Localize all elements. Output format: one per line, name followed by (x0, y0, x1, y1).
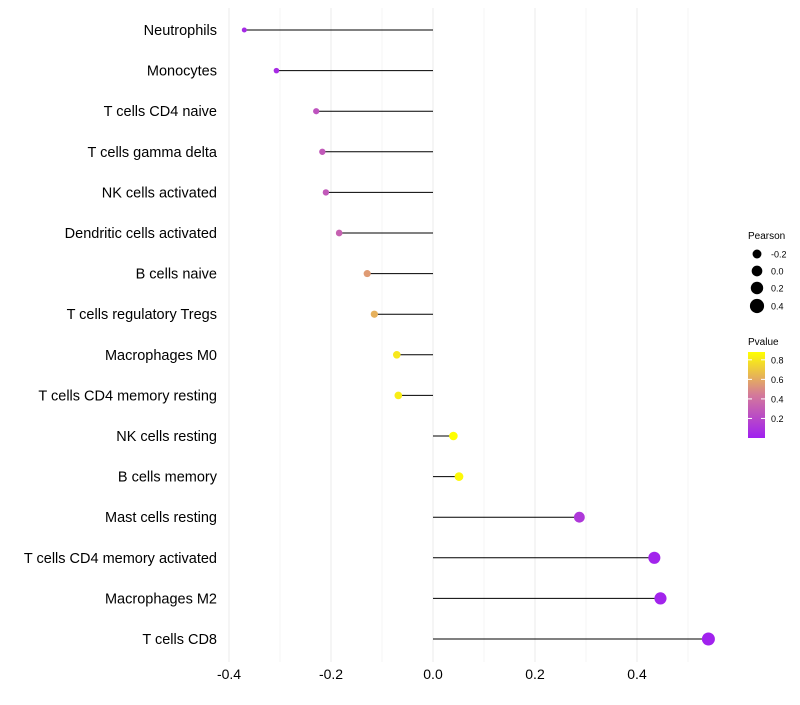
category-label: Dendritic cells activated (65, 226, 217, 242)
lollipop-point (335, 229, 343, 237)
color-legend-label: 0.2 (771, 414, 784, 424)
lollipop-point (392, 350, 401, 359)
size-legend-label: 0.0 (771, 267, 784, 277)
lollipop-point (319, 148, 326, 155)
category-label: Neutrophils (144, 23, 217, 39)
lollipop-point (701, 632, 715, 646)
lollipop-point (370, 310, 378, 318)
lollipop-point (454, 472, 464, 481)
x-tick-label: 0.2 (525, 666, 545, 682)
lollipop-point (394, 391, 403, 400)
stem-layer (244, 29, 709, 640)
x-tick-label: -0.4 (217, 666, 241, 682)
lollipop-point (313, 108, 320, 115)
category-label: NK cells activated (102, 185, 217, 201)
category-label: B cells naive (136, 267, 217, 283)
lollipop-point (273, 67, 280, 74)
category-label: T cells CD8 (142, 632, 217, 648)
x-tick-label: 0.4 (627, 666, 647, 682)
lollipop-point (241, 27, 247, 33)
color-legend-bar (748, 352, 765, 438)
category-label: T cells gamma delta (88, 145, 218, 161)
lollipop-point (363, 270, 371, 278)
size-legend-dot (752, 249, 762, 259)
y-axis-labels: Neutrophils Monocytes T cells CD4 naive T c… (24, 23, 218, 648)
category-label: NK cells resting (116, 429, 217, 445)
category-label: T cells CD4 memory activated (24, 551, 217, 567)
grid-layer (228, 8, 689, 662)
category-label: Mast cells resting (105, 510, 217, 526)
lollipop-point (449, 431, 458, 441)
category-label: T cells CD4 memory resting (38, 388, 217, 404)
category-label: Macrophages M0 (105, 348, 217, 364)
size-legend-dot (749, 298, 765, 314)
pearson-size-legend: Pearson -0.2 0.0 0.2 0.4 (748, 231, 787, 314)
color-legend-label: 0.6 (771, 375, 784, 385)
lollipop-point (573, 511, 585, 523)
category-label: T cells regulatory Tregs (67, 307, 217, 323)
x-axis-labels: -0.4 -0.2 0.0 0.2 0.4 (217, 666, 647, 682)
size-legend-title: Pearson (748, 231, 785, 242)
lollipop-point (648, 551, 661, 564)
lollipop-point (322, 189, 330, 196)
x-tick-label: 0.0 (423, 666, 443, 682)
category-label: B cells memory (118, 470, 218, 486)
point-layer (241, 27, 715, 646)
category-label: T cells CD4 naive (104, 104, 217, 120)
category-label: Monocytes (147, 64, 217, 80)
category-label: Macrophages M2 (105, 591, 217, 607)
color-legend-label: 0.8 (771, 355, 784, 365)
color-legend-title: Pvalue (748, 337, 779, 348)
size-legend-label: 0.2 (771, 284, 784, 294)
x-tick-label: -0.2 (319, 666, 343, 682)
size-legend-dot (751, 265, 763, 277)
size-legend-label: 0.4 (771, 302, 784, 312)
size-legend-label: -0.2 (771, 250, 787, 260)
color-legend-label: 0.4 (771, 394, 784, 404)
lollipop-point (654, 592, 667, 605)
pvalue-color-legend: Pvalue 0.8 0.6 0.4 0.2 (748, 337, 784, 438)
size-legend-dot (750, 281, 764, 295)
